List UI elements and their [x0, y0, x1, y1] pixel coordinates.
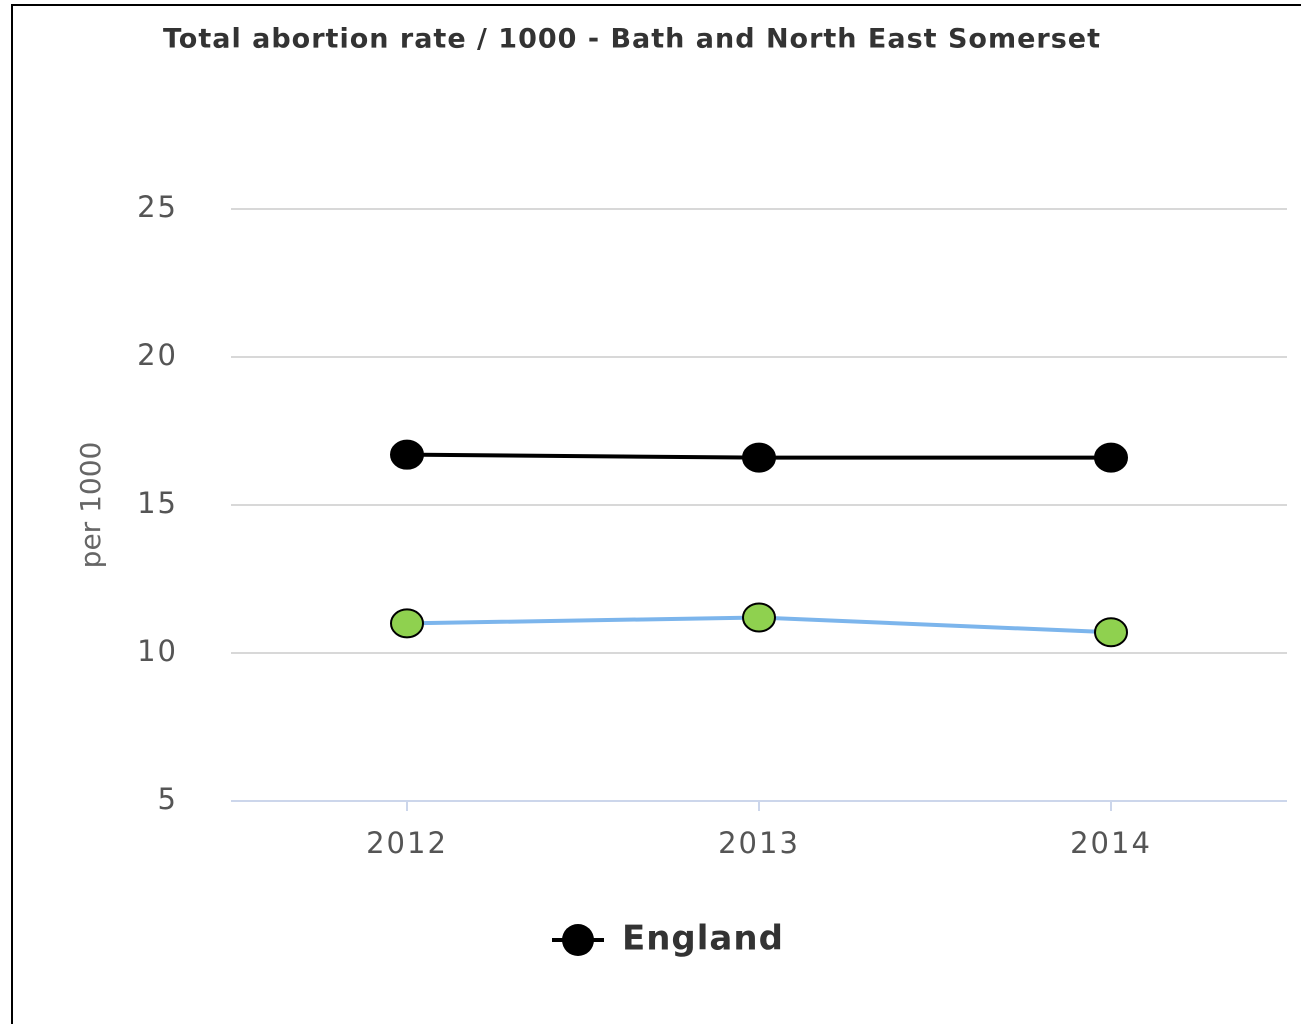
y-tick-label: 20: [137, 338, 178, 372]
legend-marker: [562, 924, 594, 956]
x-tick-label: 2013: [718, 826, 800, 860]
data-point: [1094, 442, 1128, 473]
y-tick-label: 25: [137, 190, 178, 224]
data-point: [742, 602, 776, 633]
data-point: [390, 439, 424, 470]
x-tick-label: 2014: [1070, 826, 1152, 860]
data-point: [390, 608, 424, 639]
data-point: [1094, 617, 1128, 648]
y-tick-label: 10: [137, 634, 178, 668]
chart-title: Total abortion rate / 1000 - Bath and No…: [163, 24, 1101, 55]
data-point: [742, 442, 776, 473]
frame: [11, 4, 1301, 1024]
legend-label: England: [622, 919, 784, 959]
x-tick-label: 2012: [366, 826, 448, 860]
y-axis-label: per 1000: [74, 442, 107, 569]
y-tick-label: 5: [158, 782, 178, 816]
y-tick-label: 15: [137, 486, 178, 520]
